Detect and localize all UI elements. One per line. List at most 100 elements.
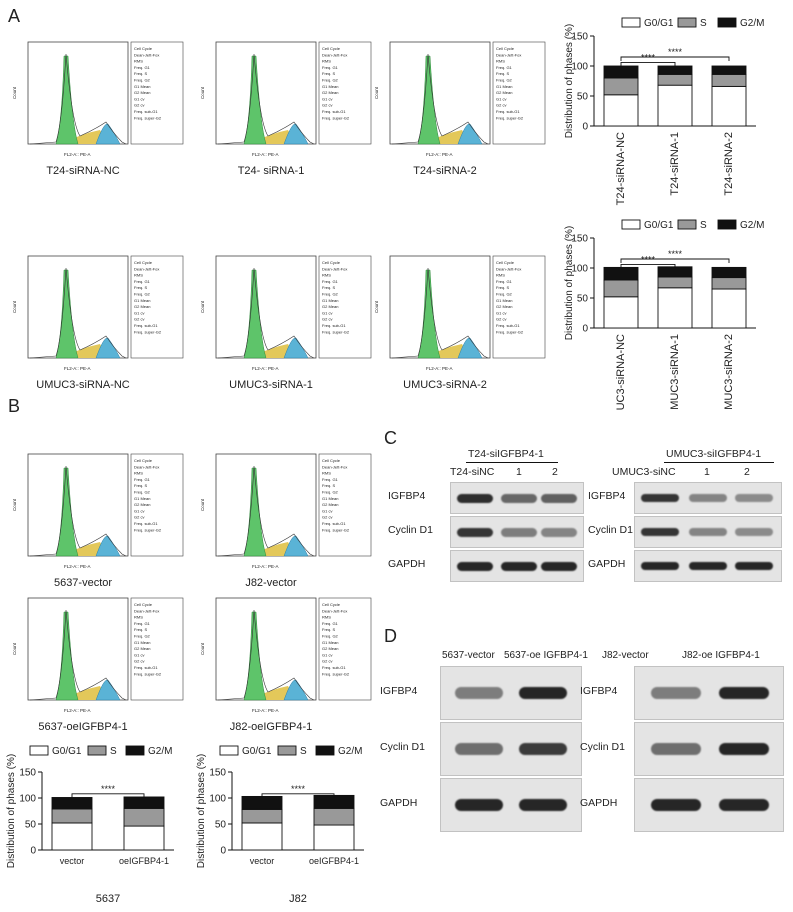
protein-band bbox=[501, 493, 537, 503]
y-axis-label: Distribution of phases (%) bbox=[196, 754, 207, 869]
flow-stats-line: Freq. sub-G1 bbox=[322, 665, 346, 670]
g2-peak bbox=[95, 535, 121, 557]
legend-swatch bbox=[219, 745, 239, 756]
legend-label: G0/G1 bbox=[242, 746, 272, 757]
legend-swatch bbox=[87, 745, 107, 756]
flow-stats-line: Freq. super-G2 bbox=[322, 115, 350, 120]
protein-band bbox=[689, 494, 727, 502]
flow-stats-line: G2 Mean bbox=[496, 304, 512, 309]
protein-band bbox=[651, 799, 701, 811]
y-tick-label: 0 bbox=[582, 122, 588, 133]
flow-y-label: Count bbox=[200, 642, 205, 655]
protein-band bbox=[641, 528, 679, 536]
flow-stats-line: Dean-Jett-Fox bbox=[134, 464, 159, 469]
caption-t24-nc: T24-siRNA-NC bbox=[46, 165, 120, 177]
flow-stats-line: Freq. sub-G1 bbox=[322, 109, 346, 114]
protein-band bbox=[501, 527, 537, 537]
flow-stats-line: G2 Mean bbox=[322, 90, 338, 95]
flow-stats-line: G1 Mean bbox=[134, 298, 150, 303]
flow-stats-line: Freq. sub-G1 bbox=[322, 521, 346, 526]
g2-peak bbox=[95, 337, 121, 359]
flow-stats-line: G1 Mean bbox=[134, 496, 150, 501]
bar-segment bbox=[241, 808, 283, 824]
flow-stats-line: G2 Mean bbox=[134, 502, 150, 507]
flow-frame bbox=[215, 255, 317, 359]
legend-label: G2/M bbox=[740, 220, 764, 231]
flow-stats-line: G2 Mean bbox=[496, 90, 512, 95]
flow-plot: FL2-A:: PE-A Count Cell CycleDean-Jett-Fox… bbox=[200, 597, 372, 713]
significance-bracket bbox=[620, 263, 676, 269]
protein-band bbox=[519, 687, 567, 699]
flow-stats-line: Freq. G1 bbox=[134, 279, 151, 284]
flow-stats-line: Freq. S bbox=[322, 285, 335, 290]
flow-stats-line: RMS bbox=[322, 615, 331, 620]
flow-stats-line: G2 cv bbox=[496, 317, 506, 322]
y-tick-label: 50 bbox=[577, 92, 589, 103]
blot-lane-label: 2 bbox=[552, 466, 558, 478]
panel-letter-a: A bbox=[8, 6, 21, 26]
y-tick-label: 0 bbox=[30, 846, 36, 857]
flow-stats-line: Freq. G1 bbox=[322, 279, 339, 284]
blot-group-header: T24-siIGFBP4-1 bbox=[468, 448, 544, 460]
flow-stats-box bbox=[318, 255, 372, 359]
category-label: UMUC3-siRNA-1 bbox=[669, 334, 681, 410]
bar-segment bbox=[51, 797, 93, 810]
flow-plot: FL2-A:: PE-A Count Cell CycleDean-Jett-Fox… bbox=[200, 41, 372, 157]
flow-histogram-t24-nc: FL2-A:: PE-A Count Cell Cycle Dean-Jett-Fox… bbox=[8, 38, 185, 162]
blot-strip bbox=[634, 778, 784, 832]
flow-histogram-j82-vector: FL2-A:: PE-A Count Cell Cycle Dean-Jett-Fox… bbox=[196, 450, 373, 574]
flow-stats-line: G1 Mean bbox=[322, 84, 338, 89]
legend-label: G2/M bbox=[740, 18, 764, 29]
flow-stats-line: Freq. G2 bbox=[496, 78, 513, 83]
category-label: T24-siRNA-1 bbox=[669, 132, 681, 196]
y-axis-label: Distribution of phases (%) bbox=[564, 24, 575, 139]
caption-umuc3-si2: UMUC3-siRNA-2 bbox=[403, 379, 487, 391]
flow-plot: FL2-A:: PE-A Count Cell CycleDean-Jett-Fox… bbox=[12, 597, 184, 713]
flow-stats-line: Freq. G2 bbox=[496, 292, 513, 297]
protein-band bbox=[541, 493, 577, 503]
protein-band bbox=[455, 799, 503, 811]
protein-band bbox=[735, 528, 773, 536]
flow-stats-line: Freq. S bbox=[134, 71, 147, 76]
bar-segment bbox=[313, 807, 355, 826]
bar-segment bbox=[711, 277, 747, 290]
blot-header-line bbox=[664, 462, 774, 463]
y-tick-label: 150 bbox=[19, 768, 36, 779]
flow-x-label: FL2-A:: PE-A bbox=[64, 366, 91, 371]
caption-t24-si1: T24- siRNA-1 bbox=[237, 165, 305, 177]
legend-label: S bbox=[700, 18, 707, 29]
flow-stats-line: RMS bbox=[134, 273, 143, 278]
bar-segment bbox=[657, 287, 693, 329]
legend-label: G2/M bbox=[148, 746, 172, 757]
blot-strip bbox=[440, 666, 582, 720]
flow-stats-line: G2 cv bbox=[322, 515, 332, 520]
blot-lane-label: UMUC3-siNC bbox=[612, 466, 676, 478]
blot-row-label: GAPDH bbox=[588, 558, 626, 570]
flow-stats-box bbox=[130, 255, 184, 359]
g2-peak bbox=[283, 123, 309, 145]
flow-stats-box bbox=[318, 41, 372, 145]
flow-stats-line: RMS bbox=[134, 615, 143, 620]
bar-segment bbox=[51, 808, 93, 824]
flow-stats-line: Freq. S bbox=[322, 71, 335, 76]
blot-strip bbox=[450, 550, 584, 582]
flow-stats-line: G2 Mean bbox=[322, 304, 338, 309]
caption-5637-oe: 5637-oeIGFBP4-1 bbox=[38, 721, 128, 733]
flow-x-label: FL2-A:: PE-A bbox=[252, 564, 279, 569]
flow-stats-line: G1 cv bbox=[322, 508, 332, 513]
flow-frame bbox=[27, 41, 129, 145]
flow-stats-line: Cell Cycle bbox=[134, 602, 153, 607]
flow-y-label: Count bbox=[12, 498, 17, 511]
protein-band bbox=[719, 687, 769, 699]
flow-stats-line: G2 cv bbox=[322, 103, 332, 108]
legend-swatch bbox=[717, 17, 737, 28]
caption-j82-vector: J82-vector bbox=[245, 577, 297, 589]
y-tick-label: 150 bbox=[571, 234, 588, 245]
flow-stats-line: G2 Mean bbox=[134, 646, 150, 651]
g2-peak bbox=[283, 679, 309, 701]
flow-stats-line: G2 cv bbox=[134, 317, 144, 322]
flow-frame bbox=[27, 453, 129, 557]
flow-stats-line: Cell Cycle bbox=[496, 46, 515, 51]
legend-label: S bbox=[700, 220, 707, 231]
